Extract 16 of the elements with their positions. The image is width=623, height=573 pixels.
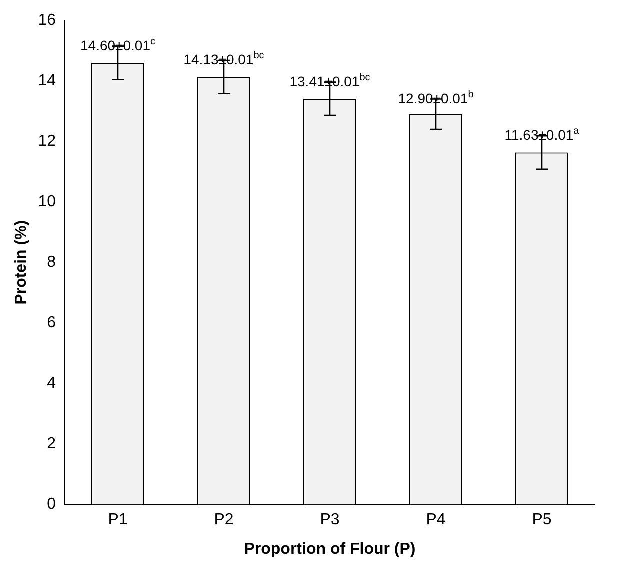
x-axis-title: Proportion of Flour (P) xyxy=(244,540,416,558)
y-axis-title: Protein (%) xyxy=(13,220,30,305)
y-tick-label: 12 xyxy=(38,133,56,150)
y-tick-label: 6 xyxy=(47,314,56,332)
x-tick-label: P3 xyxy=(320,512,340,529)
x-tick-label: P1 xyxy=(108,512,128,529)
y-tick-label: 4 xyxy=(47,375,56,392)
y-tick-label: 14 xyxy=(38,72,56,90)
x-tick-label: P4 xyxy=(426,512,446,529)
y-tick-label: 2 xyxy=(47,436,56,453)
y-tick-label: 8 xyxy=(47,254,56,272)
x-tick-label: P2 xyxy=(214,512,234,529)
y-tick-label: 10 xyxy=(38,194,56,211)
y-tick-label: 0 xyxy=(47,496,56,514)
x-tick-label: P5 xyxy=(532,512,552,529)
y-tick-label: 16 xyxy=(38,12,56,30)
